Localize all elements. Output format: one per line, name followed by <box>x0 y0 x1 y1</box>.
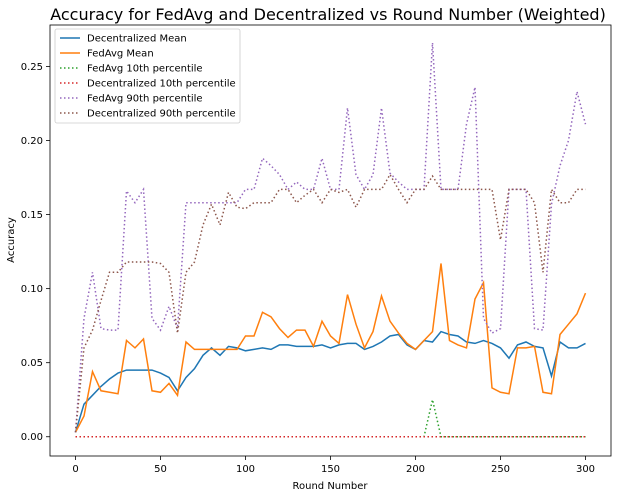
x-tick-label: 150 <box>321 464 340 475</box>
x-tick-label: 250 <box>491 464 510 475</box>
x-tick-label: 0 <box>72 464 78 475</box>
y-tick-label: 0.10 <box>21 284 43 295</box>
legend-label-decentralized-90th-percentile: Decentralized 90th percentile <box>87 109 236 120</box>
y-tick-label: 0.05 <box>21 358 43 369</box>
series-line-decentralized-mean <box>74 330 586 433</box>
x-axis-label: Round Number <box>293 481 369 492</box>
y-axis-label: Accuracy <box>6 217 17 263</box>
legend-label-decentralized-mean: Decentralized Mean <box>87 34 187 45</box>
legend-label-fedavg-mean: FedAvg Mean <box>87 49 154 60</box>
legend-label-fedavg-10th-percentile: FedAvg 10th percentile <box>87 64 203 75</box>
series-line-fedavg-90th-percentile <box>74 42 587 433</box>
series-line-fedavg-10th-percentile <box>75 399 586 438</box>
x-tick-label: 200 <box>406 464 425 475</box>
legend-box <box>54 28 241 124</box>
x-tick-label: 100 <box>236 464 255 475</box>
x-tick-label: 300 <box>576 464 595 475</box>
y-tick-label: 0.25 <box>21 62 43 73</box>
chart-title: Accuracy for FedAvg and Decentralized vs… <box>50 5 606 24</box>
series-line-decentralized-90th-percentile <box>74 173 586 433</box>
y-axis-ticks: 0.00 0.05 0.10 0.15 0.20 0.25 <box>21 62 50 443</box>
y-tick-label: 0.00 <box>21 432 43 443</box>
x-axis-ticks: 0 50 100 150 200 250 300 <box>72 456 595 475</box>
legend-label-decentralized-10th-percentile: Decentralized 10th percentile <box>87 79 236 90</box>
series-line-fedavg-mean <box>74 263 587 433</box>
plot-lines <box>74 42 587 438</box>
y-tick-label: 0.15 <box>21 210 43 221</box>
legend: Decentralized Mean FedAvg Mean FedAvg 10th… <box>54 28 241 124</box>
x-tick-label: 50 <box>154 464 167 475</box>
y-tick-label: 0.20 <box>21 136 43 147</box>
legend-label-fedavg-90th-percentile: FedAvg 90th percentile <box>87 94 203 105</box>
